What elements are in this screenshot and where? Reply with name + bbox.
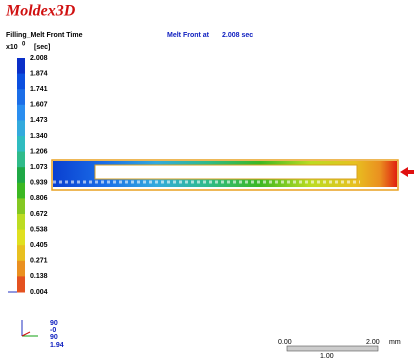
triad-label: 1.94: [50, 342, 64, 349]
brand-logo: Moldex3D: [5, 3, 76, 20]
legend-swatch: [17, 276, 25, 292]
legend-label: 1.073: [30, 164, 48, 171]
legend-swatch: [17, 198, 25, 214]
legend-label: 0.004: [30, 289, 48, 296]
scale-bar: [287, 346, 378, 351]
multiplier-base: x10: [6, 44, 18, 51]
legend-label: 1.340: [30, 133, 48, 140]
legend-swatch: [17, 74, 25, 90]
legend-swatch: [17, 167, 25, 183]
part-model: [52, 160, 414, 190]
scale-end: 2.00: [366, 339, 380, 346]
legend-label: 0.138: [30, 273, 48, 280]
legend-swatch: [17, 136, 25, 152]
legend-swatch: [17, 230, 25, 246]
legend-label: 0.672: [30, 211, 48, 218]
moldex-window: Moldex3D Filling_Melt Front Time x10 0 […: [0, 0, 415, 360]
scale-start: 0.00: [278, 339, 292, 346]
legend-label: 0.405: [30, 242, 48, 249]
legend-label: 2.008: [30, 55, 48, 62]
gate-arrow: [400, 167, 414, 177]
legend-swatch: [17, 120, 25, 136]
status-value: 2.008 sec: [222, 32, 253, 39]
status-label: Melt Front at: [167, 32, 210, 39]
legend-swatch: [17, 261, 25, 277]
legend-label: 0.271: [30, 258, 48, 265]
legend-label: 1.607: [30, 102, 48, 109]
legend-swatch: [17, 214, 25, 230]
legend-label: 0.538: [30, 226, 48, 233]
axis-triad: [22, 320, 38, 336]
legend-label: 0.806: [30, 195, 48, 202]
legend-label: 1.874: [30, 70, 48, 77]
legend-swatch: [17, 89, 25, 105]
scale-middle: 1.00: [320, 353, 334, 360]
triad-label: 90: [50, 334, 58, 341]
result-name: Filling_Melt Front Time: [6, 32, 83, 39]
triad-label: 90: [50, 320, 58, 327]
legend-swatch: [17, 152, 25, 168]
multiplier-exponent: 0: [22, 42, 26, 48]
legend-label: 1.206: [30, 148, 48, 155]
legend-label: 0.939: [30, 180, 48, 187]
inner-slot: [95, 165, 357, 179]
legend-swatch: [17, 58, 25, 74]
legend-swatch: [17, 183, 25, 199]
legend-swatch: [17, 245, 25, 261]
triad-axis: [22, 332, 30, 336]
triad-label: -0: [50, 327, 56, 334]
legend-swatch: [17, 105, 25, 121]
legend-label: 1.473: [30, 117, 48, 124]
legend-label: 1.741: [30, 86, 48, 93]
color-legend: 2.008 1.874 1.741 1.607 1.473 1.340 1.206 1.073…: [17, 55, 48, 296]
unit: [sec]: [34, 44, 50, 51]
scale-unit: mm: [389, 339, 401, 346]
